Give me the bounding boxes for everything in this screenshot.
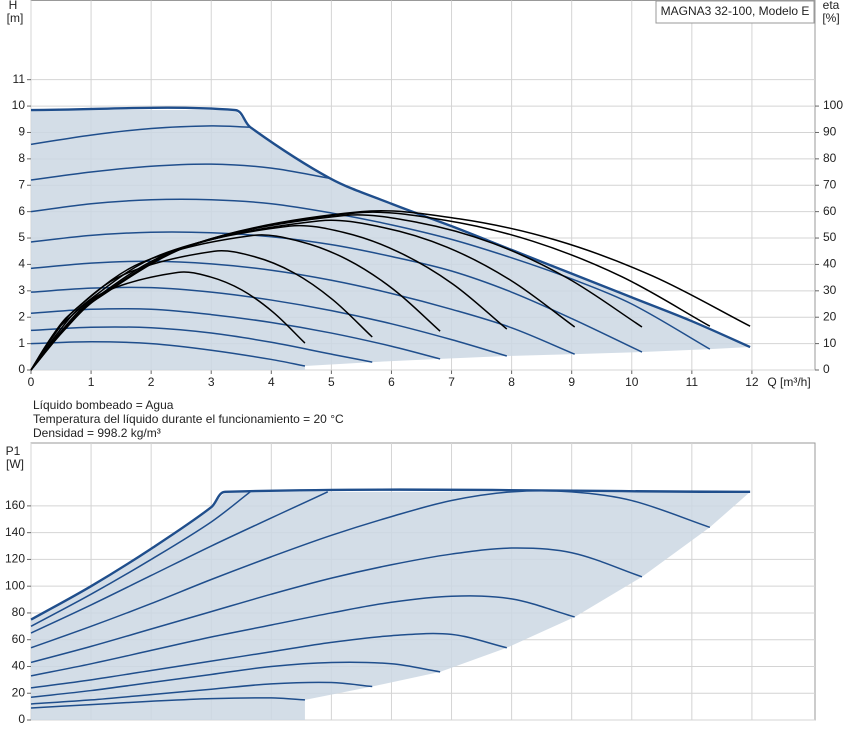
- speed-curve: [30, 163, 331, 181]
- x-tick-label: 10: [625, 375, 639, 389]
- efficiency-curve: [30, 219, 576, 371]
- note: Densidad = 998.2 kg/m³: [33, 426, 161, 440]
- y-tick-label: 6: [18, 204, 25, 218]
- max-curve: [30, 488, 751, 621]
- plot-layer: 0 1 2 3 4 5 6 7 8 9 10 11 12012345678910110102030405…: [5, 0, 843, 726]
- y-tick-label: 8: [18, 151, 25, 165]
- title-box: [655, 0, 815, 24]
- y-tick-label: 120: [5, 552, 25, 566]
- y-tick-label: 1: [18, 336, 25, 350]
- speed-curve: [30, 491, 251, 627]
- y2-tick-label: 90: [823, 125, 837, 139]
- speed-curve: [30, 198, 711, 350]
- y-tick-label: 40: [12, 659, 26, 673]
- y-unit: [W]: [6, 457, 24, 471]
- x-label: Q [m³/h]: [767, 375, 810, 389]
- y-tick-label: 140: [5, 525, 25, 539]
- speed-curve: [30, 326, 373, 363]
- y-tick-label: 10: [12, 98, 26, 112]
- y2-label: eta: [823, 0, 840, 12]
- chart-title: MAGNA3 32-100, Modelo E: [661, 4, 810, 18]
- y2-tick-label: 30: [823, 283, 837, 297]
- speed-curve: [30, 661, 441, 698]
- y-tick-label: 100: [5, 578, 25, 592]
- x-tick-label: 8: [508, 375, 515, 389]
- speed-curve: [30, 125, 251, 146]
- y-tick-label: 2: [18, 309, 25, 323]
- x-tick-label: 7: [448, 375, 455, 389]
- efficiency-curve: [30, 224, 508, 371]
- y-tick-label: 4: [18, 257, 25, 271]
- y2-tick-label: 10: [823, 336, 837, 350]
- y2-tick-label: 80: [823, 151, 837, 165]
- y-tick-label: 60: [12, 632, 26, 646]
- x-tick-label: 3: [208, 375, 215, 389]
- y-tick-label: 80: [12, 605, 26, 619]
- speed-curve: [30, 697, 305, 709]
- y-tick-label: 9: [18, 125, 25, 139]
- y2-unit: [%]: [822, 11, 839, 25]
- speed-curve: [30, 490, 711, 649]
- max-curve: [30, 106, 751, 349]
- speed-curve: [30, 286, 508, 357]
- y-tick-label: 20: [12, 685, 26, 699]
- x-tick-label: 0: [28, 375, 35, 389]
- note: Temperatura del líquido durante el funci…: [33, 412, 344, 426]
- operating-area: [31, 110, 751, 370]
- speed-curve: [30, 231, 643, 353]
- y-tick-label: 160: [5, 498, 25, 512]
- efficiency-curve: [30, 210, 751, 371]
- x-tick-label: 1: [88, 375, 95, 389]
- y2-tick-label: 60: [823, 204, 837, 218]
- x-tick-label: 9: [568, 375, 575, 389]
- speed-curve: [30, 547, 643, 664]
- y2-tick-label: 50: [823, 230, 837, 244]
- y2-tick-label: 100: [823, 98, 843, 112]
- operating-area: [31, 491, 751, 720]
- y-label: P1: [6, 444, 21, 458]
- y2-tick-label: 20: [823, 309, 837, 323]
- y-tick-label: 11: [13, 72, 26, 86]
- y2-tick-label: 70: [823, 177, 837, 191]
- speed-curve: [30, 491, 329, 634]
- speed-curve: [30, 632, 507, 689]
- y-tick-label: 5: [18, 230, 25, 244]
- speed-curve: [30, 341, 306, 367]
- y-tick-label: 0: [18, 712, 25, 726]
- x-tick-label: 12: [745, 375, 759, 389]
- y2-tick-label: 0: [823, 362, 830, 376]
- note: Líquido bombeado = Agua: [33, 398, 174, 412]
- x-tick-label: 2: [148, 375, 155, 389]
- y2-tick-label: 40: [823, 257, 837, 271]
- y-unit: [m]: [7, 11, 24, 25]
- x-tick-label: 5: [328, 375, 335, 389]
- speed-curve: [30, 595, 575, 677]
- speed-curve: [30, 681, 373, 705]
- x-tick-label: 6: [388, 375, 395, 389]
- x-tick-label: 11: [686, 375, 699, 389]
- efficiency-curve: [30, 234, 441, 371]
- x-tick-label: 4: [268, 375, 275, 389]
- speed-curve: [30, 260, 575, 355]
- speed-curve: [30, 307, 441, 360]
- y-tick-label: 3: [18, 283, 25, 297]
- efficiency-curve: [30, 250, 373, 371]
- y-tick-label: 7: [18, 177, 25, 191]
- y-label: H: [9, 0, 18, 12]
- y-tick-label: 0: [18, 362, 25, 376]
